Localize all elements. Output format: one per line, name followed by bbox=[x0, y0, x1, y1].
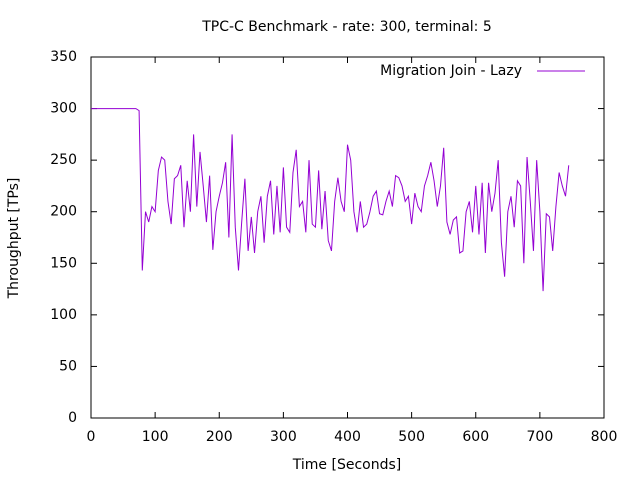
y-tick-label: 150 bbox=[50, 255, 77, 271]
series-line bbox=[91, 108, 570, 292]
x-tick-label: 0 bbox=[87, 429, 96, 445]
y-tick-label: 250 bbox=[50, 152, 77, 168]
x-tick-label: 700 bbox=[527, 429, 554, 445]
legend-label: Migration Join - Lazy bbox=[380, 63, 522, 79]
x-tick-label: 600 bbox=[462, 429, 489, 445]
y-tick-label: 350 bbox=[50, 49, 77, 65]
y-axis-label: Throughput [TPs] bbox=[6, 178, 22, 300]
chart-title: TPC-C Benchmark - rate: 300, terminal: 5 bbox=[201, 19, 492, 35]
x-tick-label: 800 bbox=[591, 429, 618, 445]
y-tick-label: 50 bbox=[59, 358, 77, 374]
y-tick-label: 300 bbox=[50, 101, 77, 117]
x-tick-label: 500 bbox=[398, 429, 425, 445]
x-axis-label: Time [Seconds] bbox=[292, 457, 401, 473]
y-tick-label: 0 bbox=[68, 410, 77, 426]
y-tick-label: 200 bbox=[50, 204, 77, 220]
y-tick-label: 100 bbox=[50, 307, 77, 323]
x-tick-label: 200 bbox=[206, 429, 233, 445]
x-tick-label: 300 bbox=[270, 429, 297, 445]
plot-border bbox=[90, 56, 605, 419]
x-tick-label: 400 bbox=[334, 429, 361, 445]
x-tick-label: 100 bbox=[142, 429, 169, 445]
